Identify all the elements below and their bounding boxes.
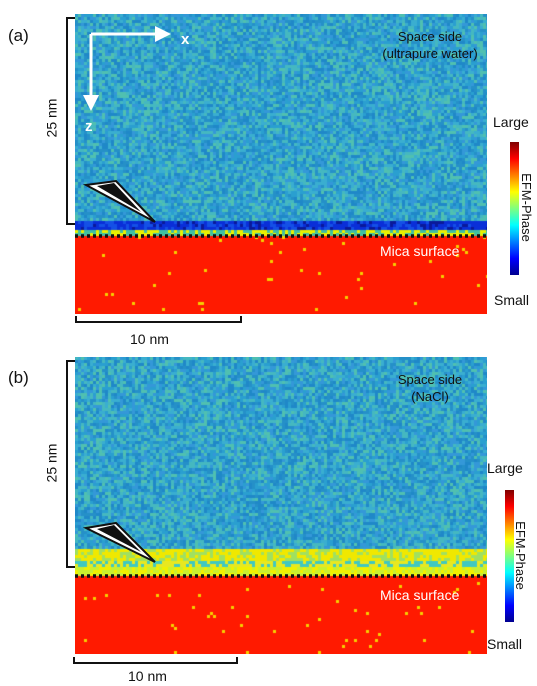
axis-x-label: x: [181, 31, 190, 48]
space-side-label-b: Space side (NaCl): [397, 372, 463, 404]
vertical-scale-bar-a: [66, 17, 75, 225]
colorbar-a: [510, 142, 519, 275]
panel-label-b: (b): [8, 368, 29, 387]
panel-label-a: (a): [8, 26, 29, 45]
colorbar-low-b: Small: [487, 636, 523, 652]
efm-map-a: x z Space side (ultrapure water) Mica su…: [75, 14, 487, 314]
horizontal-scale-bar-a: [75, 316, 242, 323]
vertical-scale-label-b: 25 nm: [43, 443, 60, 483]
vertical-scale-bar-b: [66, 360, 75, 568]
colorbar-high-a: Large: [493, 114, 529, 130]
horizontal-scale-label-b: 10 nm: [128, 668, 167, 684]
horizontal-scale-bar-b: [73, 657, 238, 664]
horizontal-scale-label-a: 10 nm: [130, 331, 169, 347]
axis-z-label: z: [85, 118, 93, 135]
z-axis-arrow-head: [83, 95, 99, 111]
colorbar-low-a: Small: [494, 292, 530, 308]
vertical-scale-label-a: 25 nm: [43, 98, 60, 138]
colorbar-b: [505, 490, 514, 622]
mica-surface-label-a: Mica surface: [380, 243, 460, 259]
space-side-label-a: Space side (ultrapure water): [382, 29, 478, 61]
map-a-overlay: [75, 26, 487, 238]
x-axis-arrow-head: [155, 26, 171, 42]
interface-arrow-b: [82, 521, 156, 563]
colorbar-high-b: Large: [487, 460, 523, 476]
efm-map-b: Space side (NaCl) Mica surface: [75, 357, 487, 654]
colorbar-title-b: EFM-Phase: [512, 521, 528, 590]
map-b-overlay: [75, 521, 487, 578]
colorbar-title-a: EFM-Phase: [518, 173, 534, 242]
interface-arrow-a: [82, 179, 156, 223]
mica-surface-label-b: Mica surface: [380, 587, 460, 603]
